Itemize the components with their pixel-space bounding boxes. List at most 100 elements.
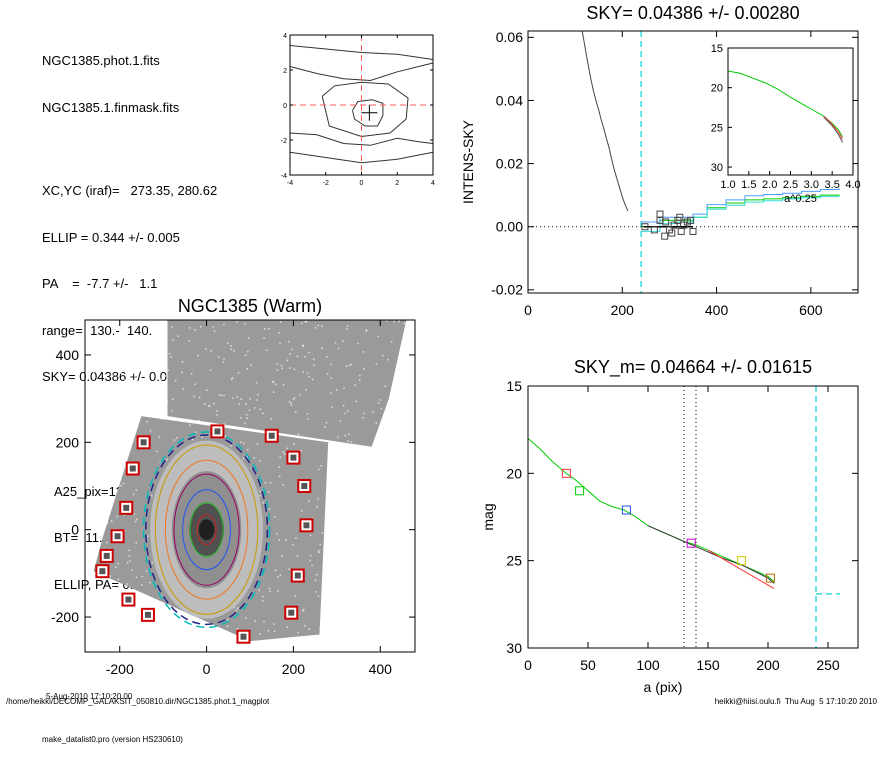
noise-speck [151, 631, 153, 633]
noise-speck [271, 380, 274, 383]
noise-speck [335, 389, 338, 391]
noise-speck [145, 337, 147, 339]
noise-speck [190, 372, 193, 375]
noise-speck [231, 377, 234, 379]
noise-speck [292, 398, 295, 401]
noise-speck [307, 418, 309, 420]
sky-m-ylabel: mag [480, 503, 496, 530]
noise-speck [187, 626, 190, 628]
noise-speck [333, 626, 336, 629]
contour-y-tick-label: -4 [281, 173, 287, 180]
sky-step-line [641, 188, 840, 223]
noise-speck [123, 379, 126, 382]
mag-square [575, 486, 585, 496]
noise-speck [324, 426, 326, 428]
sky-sample-square [670, 221, 678, 229]
noise-speck [141, 584, 143, 586]
noise-speck [276, 533, 278, 535]
noise-speck [165, 375, 167, 377]
noise-speck [129, 560, 131, 562]
mask-star [214, 428, 221, 435]
noise-speck [290, 402, 292, 404]
noise-speck [175, 648, 177, 650]
noise-speck [113, 434, 115, 437]
noise-speck [351, 574, 353, 577]
noise-speck [122, 393, 125, 395]
noise-speck [314, 579, 317, 582]
noise-speck [336, 436, 339, 439]
noise-speck [118, 610, 120, 612]
noise-speck [281, 367, 284, 370]
galaxy-x-tick-label: 0 [203, 661, 211, 677]
noise-speck [347, 410, 349, 412]
sky-m-frame [527, 385, 859, 649]
noise-speck [387, 358, 389, 361]
noise-speck [259, 633, 261, 635]
noise-speck [222, 361, 225, 363]
noise-speck [279, 640, 281, 642]
noise-speck [276, 363, 278, 365]
noise-speck [177, 335, 179, 337]
noise-speck [359, 519, 361, 521]
noise-speck [411, 325, 413, 327]
noise-speck [294, 411, 297, 413]
noise-speck [141, 647, 143, 649]
sky-m-y-tick-label: 30 [506, 640, 522, 656]
galaxy-y-tick-label: 200 [56, 434, 80, 450]
noise-speck [163, 613, 166, 616]
noise-speck [334, 551, 336, 553]
inset-y-tick-label: 25 [711, 122, 723, 134]
mask-star [129, 465, 136, 472]
mask-star [303, 522, 310, 529]
noise-speck [268, 508, 271, 510]
noise-speck [195, 431, 197, 433]
noise-speck [188, 340, 190, 342]
noise-speck [121, 419, 124, 422]
noise-speck [401, 490, 404, 493]
noise-speck [372, 593, 375, 595]
noise-speck [325, 421, 328, 424]
noise-speck [108, 373, 110, 376]
noise-speck [173, 637, 175, 640]
noise-speck [111, 326, 114, 329]
isophote-ellipse [154, 444, 259, 615]
noise-speck [96, 596, 98, 599]
noise-speck [308, 351, 310, 354]
noise-speck [301, 610, 304, 612]
noise-speck [247, 350, 249, 353]
footer-path: /home/heikki/DECOMP_GALAKSIT_050810.dir/… [6, 697, 270, 706]
noise-speck [218, 394, 221, 396]
noise-speck [376, 541, 378, 543]
noise-speck [114, 326, 117, 329]
noise-speck [145, 570, 148, 573]
sky-sample-square [662, 218, 670, 226]
noise-speck [262, 502, 264, 504]
noise-speck [257, 394, 259, 396]
noise-speck [383, 549, 386, 551]
noise-speck [94, 507, 97, 509]
noise-speck [375, 422, 377, 424]
sky-m-x-tick-label: 100 [636, 657, 660, 673]
noise-speck [279, 342, 281, 345]
noise-speck [323, 621, 325, 624]
noise-speck [161, 322, 163, 324]
noise-speck [365, 330, 367, 332]
isophote-ellipse [145, 434, 269, 626]
noise-speck [168, 352, 171, 355]
sky-m-title: SKY_m= 0.04664 +/- 0.01615 [574, 357, 812, 378]
noise-speck [324, 554, 326, 556]
noise-speck [311, 564, 313, 567]
noise-speck [267, 629, 270, 632]
noise-speck [402, 522, 404, 524]
noise-speck [402, 354, 405, 357]
noise-speck [133, 375, 136, 378]
noise-speck [279, 574, 282, 576]
noise-speck [119, 325, 121, 327]
noise-speck [106, 438, 108, 440]
noise-speck [236, 628, 239, 630]
contour-x-tick-label: 0 [360, 180, 364, 187]
noise-speck [116, 390, 119, 392]
noise-speck [188, 327, 191, 329]
noise-speck [384, 545, 386, 547]
noise-speck [339, 564, 342, 566]
